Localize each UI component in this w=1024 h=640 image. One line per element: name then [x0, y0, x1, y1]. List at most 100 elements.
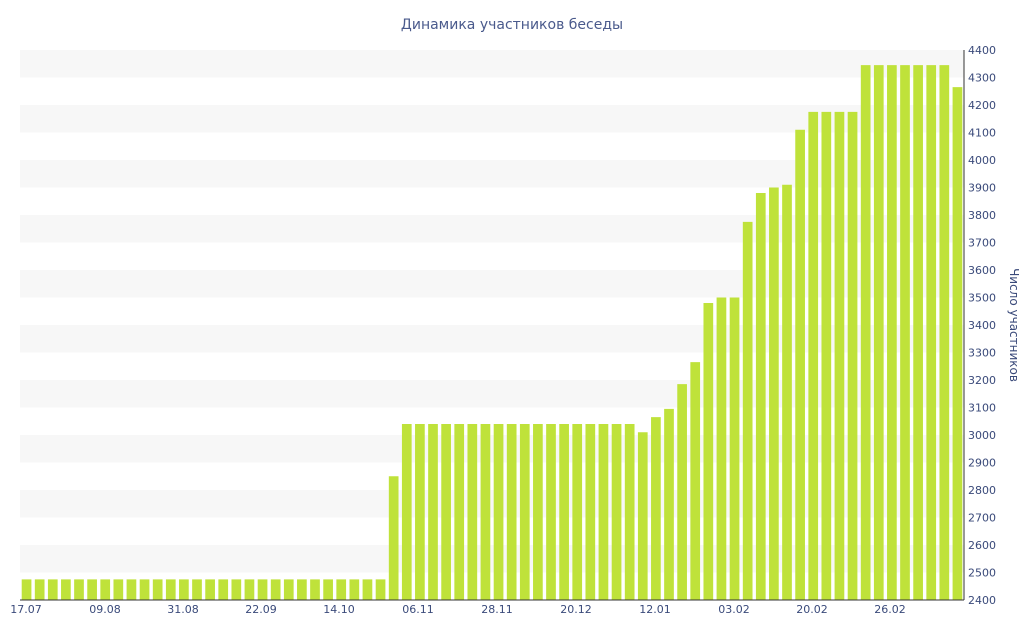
y-tick-label: 2400: [968, 594, 996, 607]
bar: [441, 424, 451, 600]
bar: [926, 65, 937, 601]
grid-band: [20, 215, 964, 243]
bar: [244, 579, 255, 601]
bar: [61, 579, 71, 601]
grid-band: [20, 160, 964, 188]
bar: [533, 424, 543, 600]
bar: [74, 579, 84, 601]
x-tick-label: 17.07: [10, 603, 42, 616]
bar: [283, 579, 294, 601]
bar: [218, 579, 229, 601]
bar: [611, 424, 622, 600]
grid-bands: [20, 50, 964, 573]
y-tick-label: 4300: [968, 72, 996, 85]
grid-band: [20, 380, 964, 408]
y-tick-label: 2900: [968, 457, 996, 470]
y-tick-label: 3000: [968, 429, 996, 442]
bar: [87, 579, 97, 601]
bar: [493, 424, 504, 600]
bar: [939, 65, 950, 601]
bar: [559, 424, 569, 600]
bar: [782, 184, 792, 600]
bar: [100, 579, 111, 601]
bar: [415, 424, 425, 600]
bar: [270, 579, 281, 601]
bar: [585, 424, 596, 600]
y-tick-label: 4400: [968, 44, 996, 57]
y-tick-label: 3800: [968, 209, 996, 222]
bar: [152, 579, 163, 601]
bar: [165, 579, 176, 601]
bar: [506, 424, 517, 600]
y-tick-label: 3200: [968, 374, 996, 387]
y-tick-label: 2800: [968, 484, 996, 497]
bar: [179, 579, 189, 601]
y-tick-label: 3900: [968, 182, 996, 195]
bars: [21, 65, 963, 601]
bar: [624, 424, 635, 600]
bar: [310, 579, 320, 601]
y-tick-label: 3400: [968, 319, 996, 332]
x-tick-label: 03.02: [718, 603, 750, 616]
bar: [139, 579, 150, 601]
x-tick-label: 28.11: [481, 603, 513, 616]
y-tick-label: 4200: [968, 99, 996, 112]
y-tick-label: 2500: [968, 567, 996, 580]
x-tick-label: 22.09: [245, 603, 277, 616]
bar: [664, 408, 674, 601]
bar: [716, 297, 727, 600]
bar: [349, 579, 360, 601]
y-tick-label: 2600: [968, 539, 996, 552]
x-tick-labels: 17.07 09.08 31.08 22.09 14.10 06.11 28.11 20.12…: [10, 603, 906, 616]
bar: [913, 65, 923, 601]
bar: [21, 579, 32, 601]
y-tick-label: 3700: [968, 237, 996, 250]
bar: [821, 111, 832, 601]
bar: [887, 65, 897, 601]
bar: [755, 193, 766, 600]
y-tick-label: 4100: [968, 127, 996, 140]
bar: [362, 579, 373, 601]
bar: [598, 424, 609, 600]
y-tick-label: 3600: [968, 264, 996, 277]
y-tick-label: 3300: [968, 347, 996, 360]
bar: [690, 362, 701, 601]
x-tick-label: 12.01: [639, 603, 671, 616]
bar: [297, 579, 307, 601]
x-tick-label: 20.12: [560, 603, 592, 616]
y-tick-label: 4000: [968, 154, 996, 167]
bar: [231, 579, 242, 601]
grid-band: [20, 325, 964, 353]
bar: [651, 417, 661, 601]
bar: [401, 424, 412, 600]
x-tick-label: 09.08: [89, 603, 121, 616]
chart-title: Динамика участников беседы: [401, 17, 623, 33]
bar: [257, 579, 268, 601]
x-tick-label: 20.02: [796, 603, 828, 616]
x-tick-label: 26.02: [874, 603, 906, 616]
bar: [113, 579, 124, 601]
grid-band: [20, 50, 964, 78]
bar: [873, 65, 884, 601]
y-tick-label: 2700: [968, 512, 996, 525]
bar: [834, 111, 845, 601]
bar: [47, 579, 58, 601]
grid-band: [20, 270, 964, 298]
bar: [677, 384, 687, 601]
bar: [126, 579, 137, 601]
bar: [323, 579, 333, 601]
bar: [375, 579, 386, 601]
bar: [336, 579, 347, 601]
bar: [192, 579, 202, 601]
grid-band: [20, 490, 964, 518]
bar: [388, 476, 399, 600]
bar: [519, 424, 530, 600]
bar: [742, 221, 753, 601]
grid-band: [20, 435, 964, 463]
bar: [729, 297, 740, 600]
bar: [847, 111, 858, 601]
bar: [808, 111, 819, 601]
bar: [428, 424, 438, 600]
bar: [795, 129, 805, 600]
y-tick-label: 3500: [968, 292, 996, 305]
